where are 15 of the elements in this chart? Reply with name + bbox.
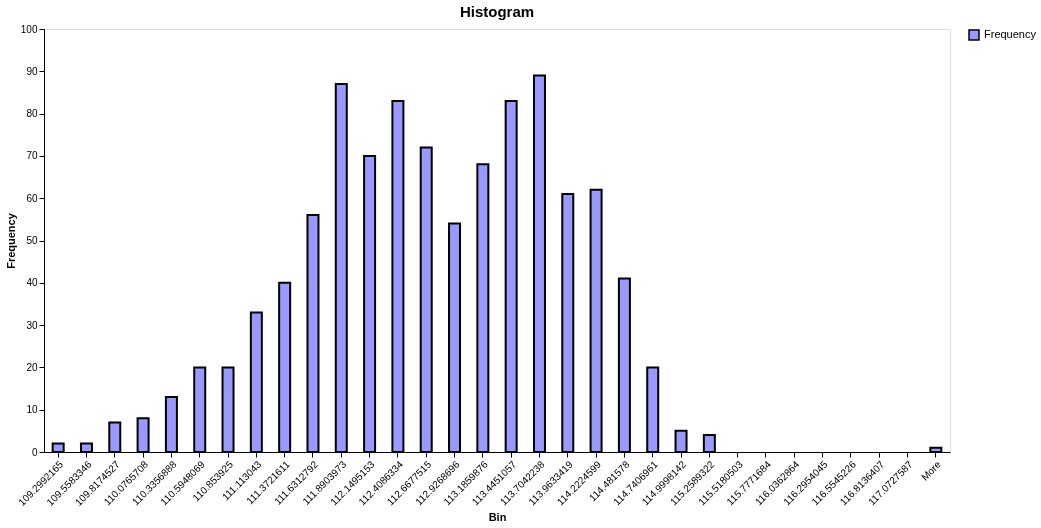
y-tick-label: 10 bbox=[26, 404, 38, 416]
y-tick-label: 40 bbox=[26, 277, 38, 289]
chart-title: Histogram bbox=[459, 3, 535, 20]
y-tick-label: 80 bbox=[26, 108, 38, 120]
x-axis-title: Bin bbox=[488, 510, 507, 523]
legend-label: Frequency bbox=[984, 28, 1037, 40]
y-tick-label: 30 bbox=[26, 319, 38, 331]
y-tick-label: 50 bbox=[26, 235, 38, 246]
y-tick-label: 20 bbox=[26, 361, 38, 373]
y-tick-label: 70 bbox=[26, 150, 38, 162]
y-tick-label: 90 bbox=[26, 65, 38, 77]
y-axis-title: Frequency bbox=[4, 212, 17, 269]
y-tick-label: 60 bbox=[26, 192, 38, 204]
y-tick-label: 0 bbox=[31, 446, 38, 458]
y-tick-label: 100 bbox=[20, 23, 38, 35]
